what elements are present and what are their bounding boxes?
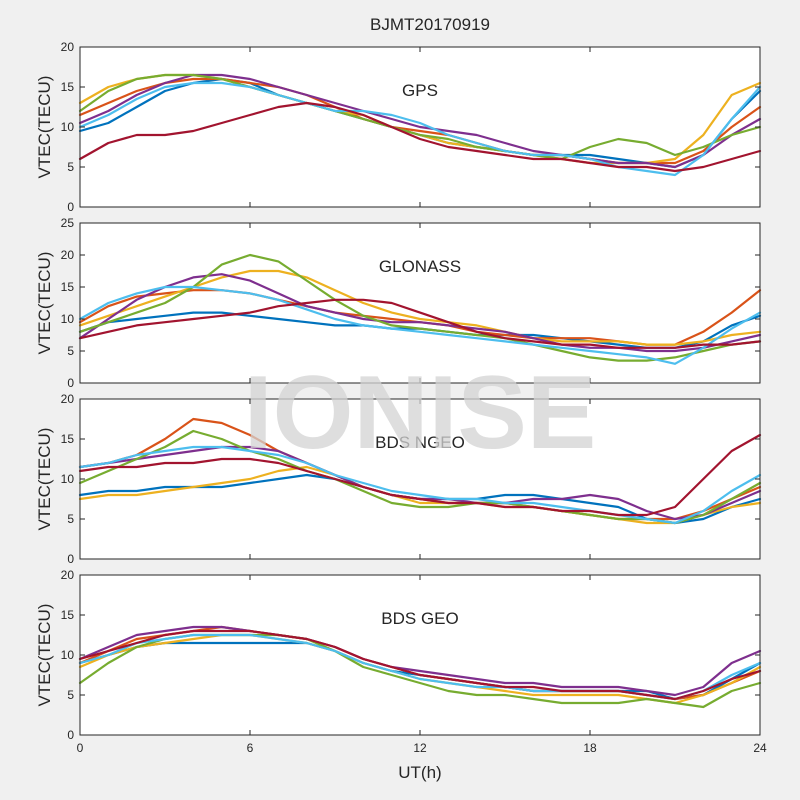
y-tick-label: 5 <box>67 512 74 526</box>
y-tick-label: 5 <box>67 160 74 174</box>
figure-title: BJMT20170919 <box>370 15 490 34</box>
panels: 0 5 10 15 20 VTEC(TECU) GPS 0 5 10 15 20 25 VTEC(TECU… <box>35 40 767 755</box>
x-tick-label: 24 <box>753 741 767 755</box>
y-tick-label: 5 <box>67 688 74 702</box>
panel-3: 0 5 10 15 20 VTEC(TECU) BDS NGEO <box>35 392 762 566</box>
y-tick-label: 20 <box>61 40 75 54</box>
series-line-4 <box>78 273 762 353</box>
series-line-7 <box>78 298 762 349</box>
x-tick-label: 12 <box>413 741 427 755</box>
series-line-5 <box>78 73 762 161</box>
y-tick-label: 20 <box>61 568 75 582</box>
panel-label: GLONASS <box>379 257 461 276</box>
y-tick-label: 25 <box>61 216 75 230</box>
y-axis-label: VTEC(TECU) <box>35 252 54 355</box>
series-group <box>78 417 762 525</box>
panel-4: 0 5 10 15 20 0 6 12 18 24 VTEC(TECU) BDS GEO <box>35 568 767 755</box>
y-tick-label: 0 <box>67 376 74 390</box>
y-tick-label: 20 <box>61 248 75 262</box>
series-group <box>78 625 762 709</box>
y-tick-label: 0 <box>67 552 74 566</box>
panel-label: BDS GEO <box>381 609 458 628</box>
x-axis-label: UT(h) <box>398 763 441 782</box>
series-group <box>78 253 762 365</box>
y-tick-label: 0 <box>67 728 74 742</box>
series-line-7 <box>78 101 762 173</box>
plot-area <box>80 575 760 735</box>
y-tick-label: 20 <box>61 392 75 406</box>
y-axis-label: VTEC(TECU) <box>35 76 54 179</box>
x-tick-label: 0 <box>77 741 84 755</box>
y-tick-label: 15 <box>61 80 75 94</box>
y-tick-label: 10 <box>61 648 75 662</box>
series-line-6 <box>78 81 762 177</box>
series-line-6 <box>78 285 762 365</box>
y-tick-label: 15 <box>61 608 75 622</box>
y-tick-label: 10 <box>61 472 75 486</box>
panel-label: GPS <box>402 81 438 100</box>
series-group <box>78 73 762 177</box>
series-line-7 <box>78 433 762 517</box>
series-line-3 <box>78 465 762 525</box>
y-tick-label: 0 <box>67 200 74 214</box>
y-tick-label: 15 <box>61 432 75 446</box>
panel-1: 0 5 10 15 20 VTEC(TECU) GPS <box>35 40 762 214</box>
y-tick-label: 10 <box>61 120 75 134</box>
panel-label: BDS NGEO <box>375 433 465 452</box>
watermark: IONISE <box>244 355 597 471</box>
y-tick-label: 5 <box>67 344 74 358</box>
panel-2: 0 5 10 15 20 25 VTEC(TECU) GLONASS <box>35 216 762 390</box>
x-tick-label: 18 <box>583 741 597 755</box>
series-line-7 <box>78 629 762 701</box>
series-line-4 <box>78 625 762 697</box>
series-line-6 <box>78 445 762 525</box>
plot-area <box>80 399 760 559</box>
x-tick-label: 6 <box>247 741 254 755</box>
y-axis-label: VTEC(TECU) <box>35 428 54 531</box>
y-axis-label: VTEC(TECU) <box>35 604 54 707</box>
y-tick-label: 10 <box>61 312 75 326</box>
y-tick-label: 15 <box>61 280 75 294</box>
